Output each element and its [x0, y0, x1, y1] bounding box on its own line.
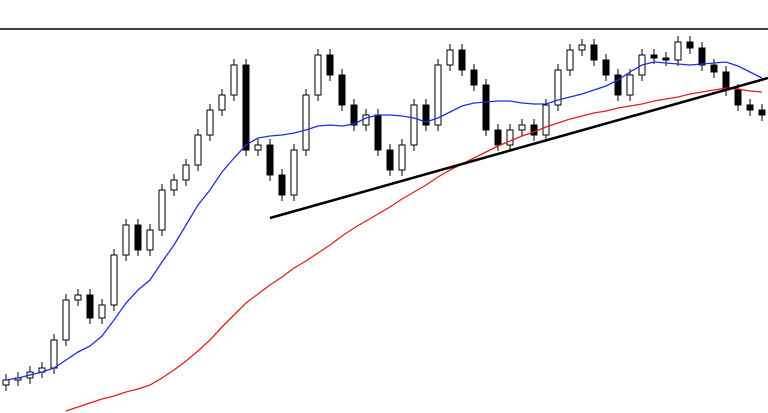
candle-body	[146, 229, 154, 251]
candle-body	[50, 339, 58, 369]
candle-body	[74, 294, 82, 301]
candle-body	[374, 114, 382, 151]
candle-body	[314, 54, 322, 96]
candle-body	[710, 64, 718, 73]
candle-body	[662, 57, 670, 61]
candle-body	[254, 144, 262, 151]
moving-average-line	[5, 61, 763, 381]
candle-body	[614, 74, 622, 96]
candle-body	[62, 299, 70, 341]
candle-body	[470, 69, 478, 86]
candle-body	[422, 104, 430, 126]
candle-body	[98, 304, 106, 319]
candle-body	[722, 71, 730, 91]
candle-body	[626, 74, 634, 96]
candle-body	[566, 49, 574, 71]
candle-body	[518, 124, 526, 131]
candle-body	[458, 49, 466, 71]
candle-body	[194, 134, 202, 166]
candle-body	[386, 149, 394, 171]
candle-body	[2, 379, 10, 386]
candle-body	[170, 179, 178, 191]
candle-body	[218, 94, 226, 111]
candle-body	[206, 109, 214, 136]
candle-body	[746, 104, 754, 111]
candle-body	[266, 144, 274, 176]
candle-body	[686, 41, 694, 49]
candle-body	[290, 149, 298, 196]
candle-body	[86, 294, 94, 319]
candle-body	[278, 174, 286, 196]
candle-body	[158, 189, 166, 231]
candle-body	[590, 44, 598, 61]
candle-body	[350, 104, 358, 126]
candle-body	[482, 84, 490, 131]
moving-average-line	[65, 87, 763, 412]
candle-body	[398, 144, 406, 171]
candle-body	[122, 224, 130, 256]
candle-body	[758, 109, 766, 116]
candle-body	[410, 104, 418, 146]
trendline	[269, 76, 768, 220]
candle-body	[326, 54, 334, 76]
candle-body	[530, 124, 538, 136]
candle-body	[362, 114, 370, 126]
candle-body	[134, 224, 142, 251]
candle-body	[602, 59, 610, 76]
candle-body	[674, 41, 682, 61]
candle-body	[338, 74, 346, 106]
candle-body	[110, 254, 118, 306]
candle-body	[734, 89, 742, 106]
candle-body	[650, 54, 658, 59]
candle-body	[242, 64, 250, 151]
candle-body	[554, 69, 562, 106]
candle-body	[434, 64, 442, 126]
candle-body	[302, 94, 310, 151]
candle-body	[494, 129, 502, 146]
candle-body	[230, 64, 238, 96]
candle-body	[698, 47, 706, 66]
candle-body	[506, 129, 514, 146]
candle-body	[182, 164, 190, 181]
candle-body	[542, 104, 550, 136]
candle-body	[446, 49, 454, 66]
candle-body	[578, 44, 586, 51]
